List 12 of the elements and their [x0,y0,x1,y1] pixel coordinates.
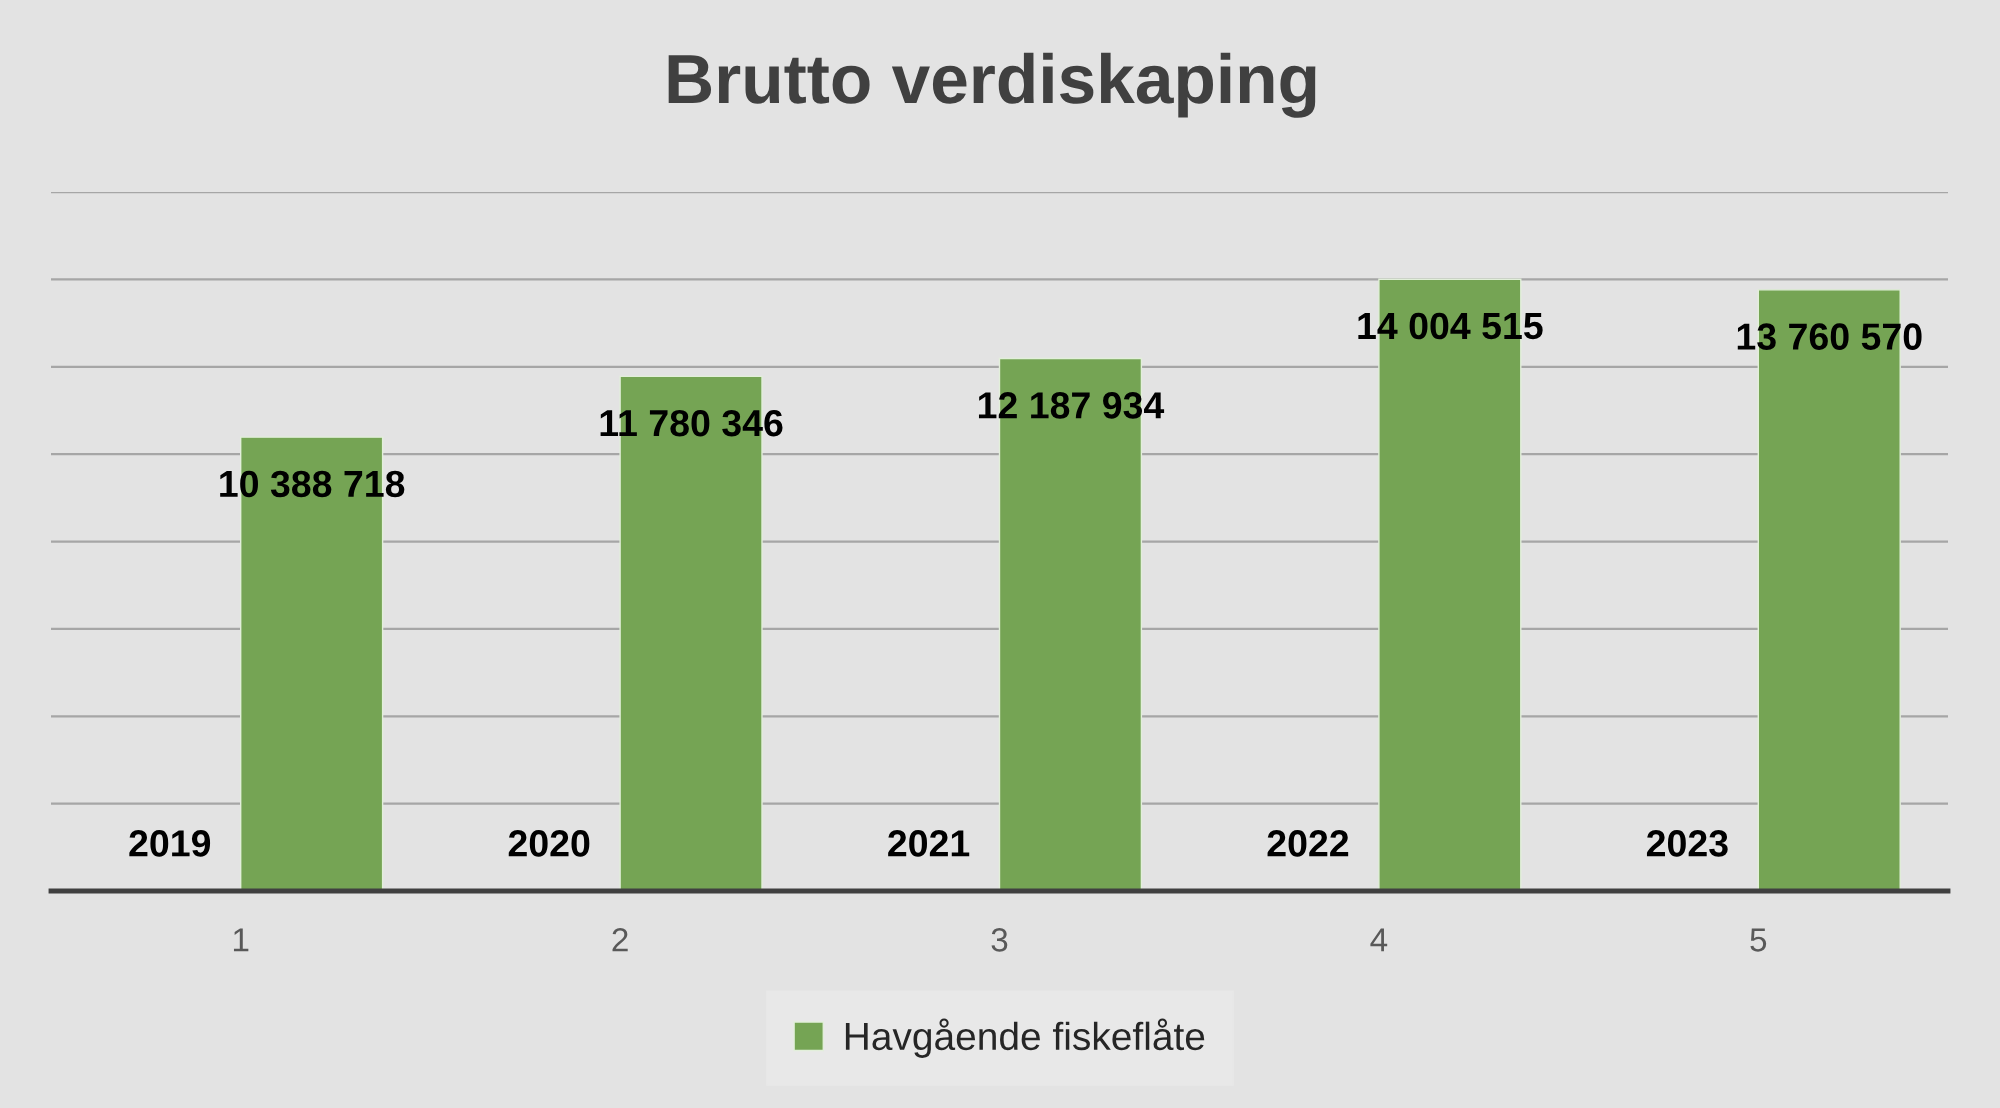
chart-title: Brutto verdiskaping [668,52,1316,118]
annotation: 2021 [888,830,970,857]
annotation: 2022 [1267,830,1349,857]
x-tick-label: 1 [233,928,249,952]
legend-label: Havgående fiskeflåte [845,1018,1205,1058]
x-tick-label: 3 [991,928,1008,952]
annotation: 2019 [129,830,211,857]
annotation: 2023 [1646,830,1728,857]
annotation: 2020 [508,830,590,857]
x-tick-label: 4 [1370,928,1388,952]
x-tick-label: 2 [612,928,628,952]
x-tick-label: 5 [1750,928,1767,952]
